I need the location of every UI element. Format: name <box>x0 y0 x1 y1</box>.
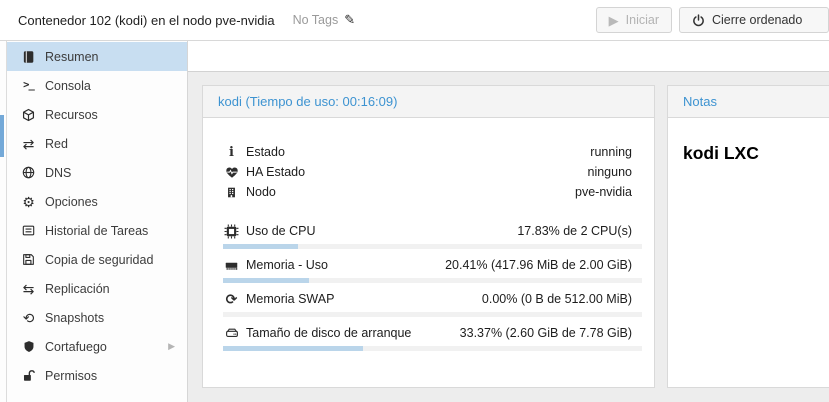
sidebar-item-copia-seguridad[interactable]: Copia de seguridad <box>7 245 187 274</box>
notes-panel-title: Notas <box>683 94 717 109</box>
tags-label: No Tags <box>292 13 339 27</box>
sidebar-nav: Resumen >_ Consola Recursos ⇄ Red DNS <box>7 41 188 402</box>
row-label: Memoria SWAP <box>246 292 335 306</box>
sidebar-item-label: Cortafuego <box>45 339 107 354</box>
shield-icon <box>20 339 37 355</box>
sidebar-item-opciones[interactable]: ⚙ Opciones <box>7 187 187 216</box>
sidebar-item-snapshots[interactable]: ⟲ Snapshots <box>7 303 187 332</box>
building-icon <box>223 184 240 200</box>
notes-content: kodi LXC <box>683 143 759 163</box>
terminal-icon: >_ <box>23 79 35 92</box>
play-icon: ▶ <box>608 12 619 28</box>
shutdown-button[interactable]: Cierre ordenado <box>679 7 829 33</box>
info-icon: i <box>229 144 234 160</box>
sidebar-item-label: Permisos <box>45 368 98 383</box>
unlock-icon <box>20 368 37 384</box>
row-value: pve-nvidia <box>575 185 632 199</box>
microchip-icon <box>223 223 240 239</box>
notes-panel: Notas kodi LXC <box>667 85 829 388</box>
history-icon: ⟲ <box>22 309 35 326</box>
refresh-icon: ⟳ <box>225 291 238 307</box>
sidebar-item-dns[interactable]: DNS <box>7 158 187 187</box>
usage-row-cpu: Uso de CPU 17.83% de 2 CPU(s) <box>223 221 642 249</box>
status-row-nodo: Nodo pve-nvidia <box>223 182 632 202</box>
top-bar: Contenedor 102 (kodi) en el nodo pve-nvi… <box>0 0 829 41</box>
hdd-icon <box>223 325 240 341</box>
row-value: 20.41% (417.96 MiB de 2.00 GiB) <box>445 258 632 272</box>
row-value: running <box>590 145 632 159</box>
usage-row-swap: ⟳ Memoria SWAP 0.00% (0 B de 512.00 MiB) <box>223 289 642 317</box>
row-label: Estado <box>246 145 285 159</box>
status-row-estado: i Estado running <box>223 142 632 162</box>
gear-icon: ⚙ <box>22 193 35 210</box>
notes-body: kodi LXC <box>668 118 829 189</box>
row-label: Memoria - Uso <box>246 258 328 272</box>
tags-editor[interactable]: No Tags ✎ <box>293 12 356 28</box>
shutdown-button-label: Cierre ordenado <box>712 13 803 27</box>
disk-progress-bar <box>223 346 642 351</box>
retweet-icon: ⇆ <box>22 280 35 297</box>
chevron-right-icon: ▶ <box>168 341 175 351</box>
floppy-disk-icon <box>20 252 37 268</box>
sidebar-item-label: Replicación <box>45 281 110 296</box>
row-value: 33.37% (2.60 GiB de 7.78 GiB) <box>459 326 632 340</box>
usage-row-disco: Tamaño de disco de arranque 33.37% (2.60… <box>223 323 642 351</box>
start-button[interactable]: ▶ Iniciar <box>595 7 672 33</box>
content-area: kodi (Tiempo de uso: 00:16:09) i Estado … <box>188 41 829 402</box>
row-label: HA Estado <box>246 165 306 179</box>
cube-icon <box>20 107 37 123</box>
row-label: Tamaño de disco de arranque <box>246 326 412 340</box>
sidebar-item-label: Historial de Tareas <box>45 223 149 238</box>
row-value: ninguno <box>587 165 633 179</box>
page-title: Contenedor 102 (kodi) en el nodo pve-nvi… <box>18 12 275 28</box>
status-rows: i Estado running HA Estado ninguno <box>203 118 654 351</box>
heartbeat-icon <box>223 164 240 180</box>
memory-progress-bar <box>223 278 642 283</box>
sidebar-item-replicacion[interactable]: ⇆ Replicación <box>7 274 187 303</box>
sidebar-item-consola[interactable]: >_ Consola <box>7 71 187 100</box>
tree-selection-indicator <box>0 115 4 157</box>
sidebar-item-permisos[interactable]: Permisos <box>7 361 187 390</box>
start-button-label: Iniciar <box>625 13 659 27</box>
status-panel-header: kodi (Tiempo de uso: 00:16:09) <box>203 86 654 118</box>
usage-row-memoria: Memoria - Uso 20.41% (417.96 MiB de 2.00… <box>223 255 642 283</box>
edit-tags-pencil-icon[interactable]: ✎ <box>344 12 356 27</box>
sidebar-item-label: Consola <box>45 78 91 93</box>
sidebar-item-label: DNS <box>45 165 72 180</box>
book-icon <box>20 49 37 65</box>
notes-panel-header: Notas <box>668 86 829 118</box>
row-label: Uso de CPU <box>246 224 316 238</box>
status-panel: kodi (Tiempo de uso: 00:16:09) i Estado … <box>202 85 655 388</box>
power-icon <box>692 13 705 27</box>
sidebar-item-red[interactable]: ⇄ Red <box>7 129 187 158</box>
memory-icon <box>223 257 240 273</box>
sidebar-item-recursos[interactable]: Recursos <box>7 100 187 129</box>
network-exchange-icon: ⇄ <box>22 135 35 152</box>
sidebar-item-label: Resumen <box>45 49 99 64</box>
status-row-ha: HA Estado ninguno <box>223 162 632 182</box>
sidebar-item-resumen[interactable]: Resumen <box>7 42 187 71</box>
sidebar-item-historial[interactable]: Historial de Tareas <box>7 216 187 245</box>
row-value: 17.83% de 2 CPU(s) <box>517 224 632 238</box>
content-toolbar <box>188 41 829 72</box>
status-panel-title: kodi (Tiempo de uso: 00:16:09) <box>218 94 398 109</box>
cpu-progress-bar <box>223 244 642 249</box>
rows-gap <box>223 202 632 221</box>
swap-progress-bar <box>223 312 642 317</box>
sidebar-item-label: Red <box>45 136 68 151</box>
sidebar-item-label: Copia de seguridad <box>45 252 154 267</box>
row-label: Nodo <box>246 185 276 199</box>
sidebar-item-label: Recursos <box>45 107 98 122</box>
globe-icon <box>20 165 37 181</box>
sidebar-item-cortafuego[interactable]: Cortafuego ▶ <box>7 332 187 361</box>
resource-tree-edge <box>0 41 7 402</box>
task-list-icon <box>20 223 37 239</box>
sidebar-item-label: Opciones <box>45 194 98 209</box>
sidebar-item-label: Snapshots <box>45 310 105 325</box>
row-value: 0.00% (0 B de 512.00 MiB) <box>481 292 632 306</box>
